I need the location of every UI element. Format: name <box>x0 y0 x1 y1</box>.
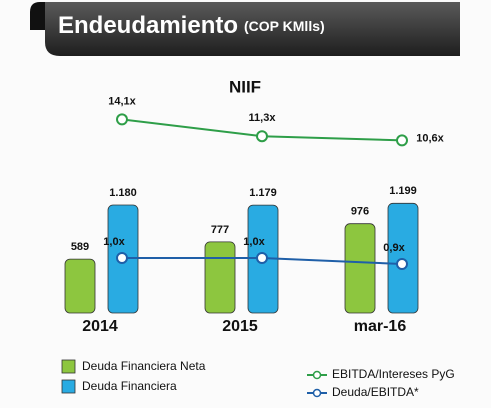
chart-title: Endeudamiento (COP KMlls) <box>58 12 325 39</box>
line-point <box>396 258 408 270</box>
data-label: 1,0x <box>243 236 265 248</box>
legend-marker <box>312 370 322 380</box>
x-tick-label: 2015 <box>222 318 258 335</box>
data-label: 589 <box>71 241 89 253</box>
subtitle: NIIF <box>229 77 261 96</box>
legend-swatch <box>61 379 76 394</box>
legend-marker <box>312 388 322 398</box>
x-tick-label: mar-16 <box>354 318 407 335</box>
line-point <box>116 252 128 264</box>
data-label: 10,6x <box>416 132 444 144</box>
title-main: Endeudamiento <box>58 12 238 39</box>
bar <box>344 223 376 314</box>
data-label: 1.199 <box>389 185 417 197</box>
data-label: 0,9x <box>383 242 405 254</box>
title-banner <box>45 2 460 56</box>
tab <box>30 2 48 30</box>
line-point <box>116 113 128 126</box>
line-point <box>256 130 268 143</box>
data-label: 14,1x <box>108 95 136 107</box>
data-label: 1.179 <box>249 187 277 199</box>
bar <box>64 258 96 314</box>
legend-label: Deuda/EBITDA* <box>332 385 419 399</box>
legend-label: EBITDA/Intereses PyG <box>332 367 455 381</box>
bar <box>204 241 236 314</box>
data-label: 11,3x <box>249 112 277 124</box>
legend-label: Deuda Financiera <box>82 379 177 393</box>
title-unit: (COP KMlls) <box>244 18 325 34</box>
x-tick-label: 2014 <box>82 318 118 335</box>
legend-label: Deuda Financiera Neta <box>82 359 206 373</box>
data-label: 1,0x <box>103 236 125 248</box>
legend-swatch <box>61 359 76 374</box>
line-point <box>256 252 268 264</box>
data-label: 777 <box>211 224 229 236</box>
data-label: 976 <box>351 206 369 218</box>
data-label: 1.180 <box>109 187 137 199</box>
line-point <box>396 134 408 147</box>
